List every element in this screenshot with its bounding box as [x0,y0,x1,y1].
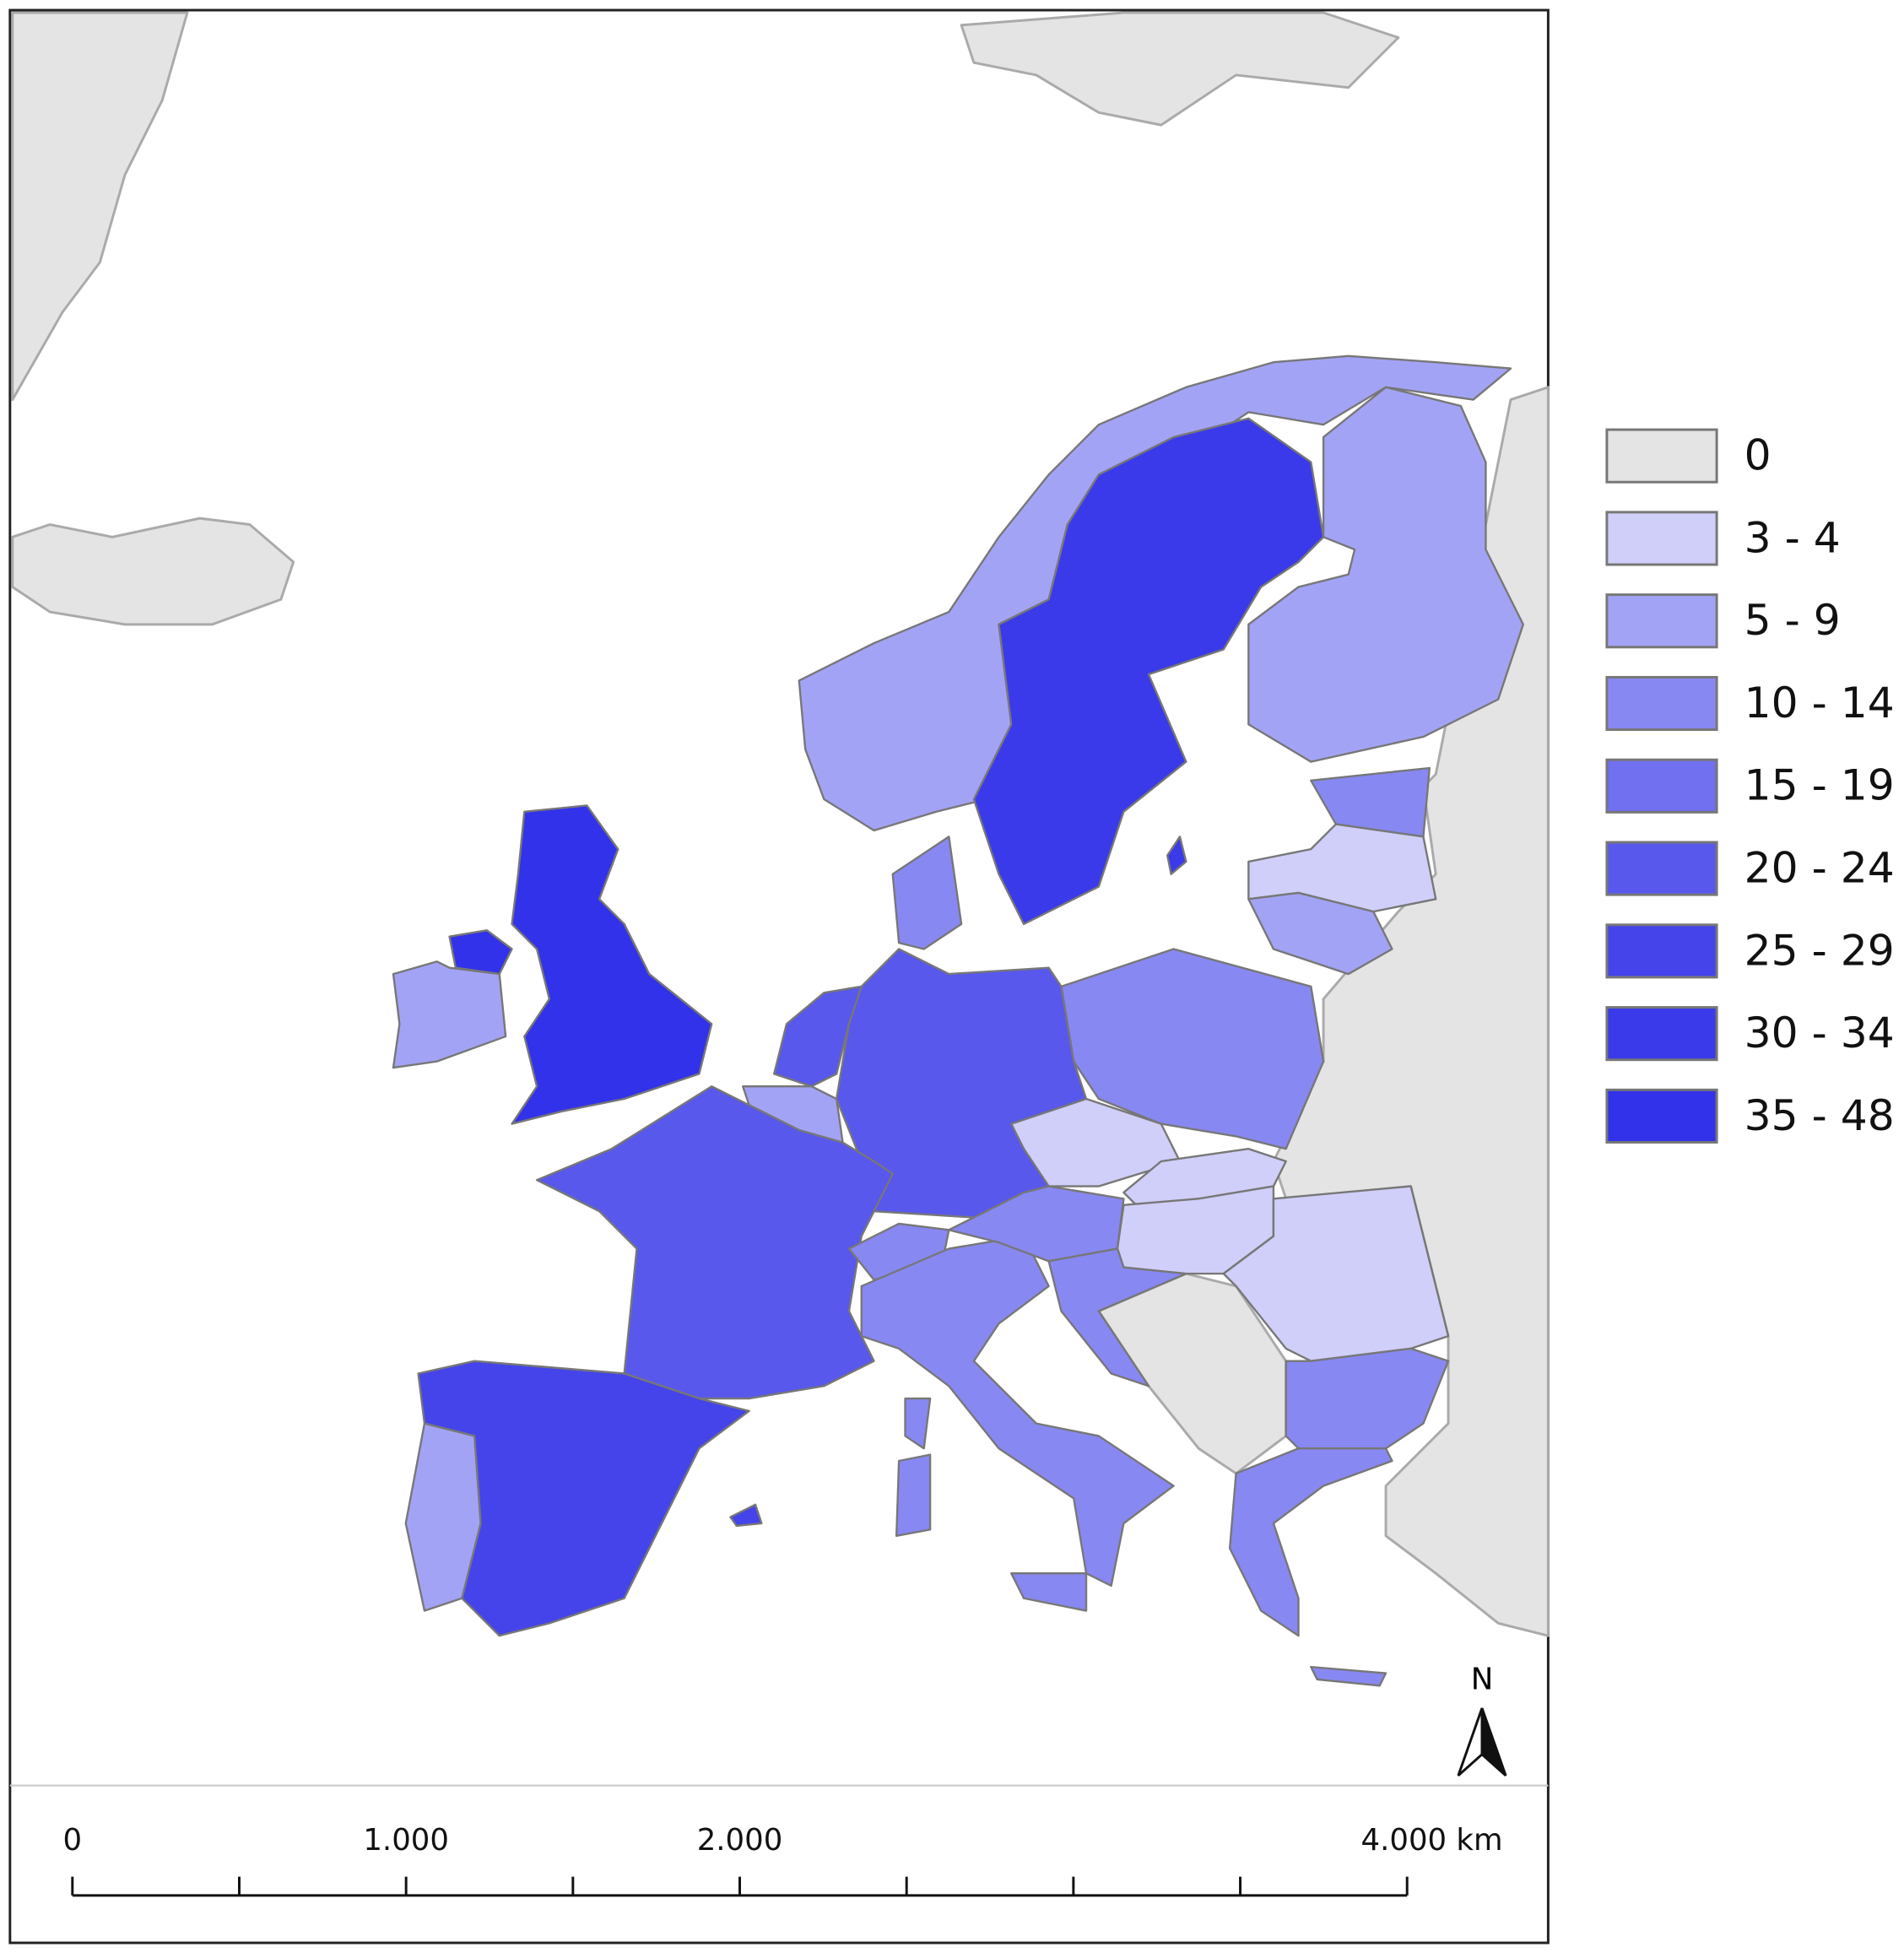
legend-swatch [1605,675,1718,732]
country [1247,386,1524,763]
map-regions [11,11,1550,1687]
legend-label: 10 - 14 [1744,678,1895,727]
land [11,11,189,402]
legend-swatch [1605,1006,1718,1062]
country [1010,1097,1182,1187]
country [1047,1247,1187,1387]
country [729,1503,763,1528]
country [798,354,1512,832]
country [1010,1571,1088,1612]
legend-swatch [1605,758,1718,814]
legend-label: 5 - 9 [1744,595,1841,645]
scale-bar: 0 1.000 2.000 4.000 km [63,1823,1503,1897]
land [11,517,295,626]
legend-swatch [1605,593,1718,649]
legend-label: 0 [1744,430,1771,480]
scale-label: 2.000 [697,1823,783,1858]
country [891,836,963,950]
country [511,804,713,1125]
north-arrow: N [1457,1662,1507,1777]
scale-label: 0 [63,1823,83,1858]
legend-swatch [1605,923,1718,979]
legend-label: 30 - 34 [1744,1008,1895,1057]
legend-swatch [1605,841,1718,896]
country [1285,1347,1450,1450]
country [1222,1185,1450,1362]
legend-label: 15 - 19 [1744,760,1895,810]
country [773,985,863,1088]
legend-swatch [1605,511,1718,566]
country [1228,1447,1393,1637]
country [392,960,507,1069]
country [972,417,1325,926]
country [1310,1665,1387,1687]
legend: 0 3 - 4 5 - 9 10 - 14 15 - 19 20 - 24 25 - 29 3… [1605,428,1895,1144]
country [904,1397,932,1450]
legend-swatch [1605,1088,1718,1144]
arrow-right [1480,1707,1507,1777]
map-frame [8,8,1550,1944]
legend-label: 35 - 48 [1744,1090,1895,1140]
country [535,1085,894,1400]
north-label: N [1471,1662,1494,1696]
scale-label: 4.000 km [1360,1823,1502,1858]
land [960,11,1400,127]
legend-label: 3 - 4 [1744,512,1841,562]
country [860,1235,1175,1587]
country [895,1453,932,1537]
country [1060,948,1325,1150]
legend-label: 25 - 29 [1744,925,1895,975]
scale-label: 1.000 [363,1823,449,1858]
country [404,1422,482,1612]
country [1247,891,1393,976]
country [448,929,513,976]
legend-label: 20 - 24 [1744,843,1895,893]
legend-swatch [1605,428,1718,484]
country [1166,836,1187,875]
